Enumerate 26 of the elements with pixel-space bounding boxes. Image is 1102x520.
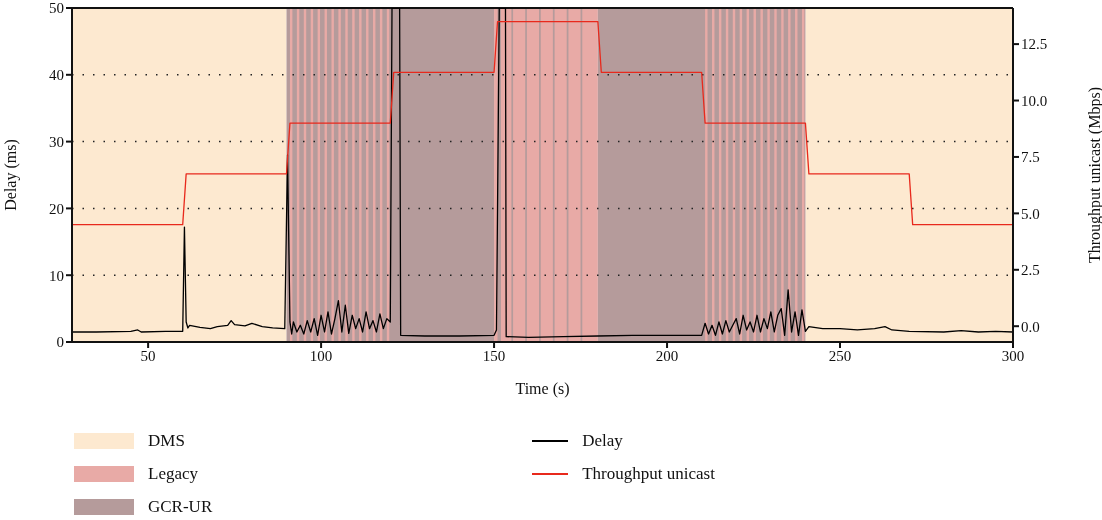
- x-tick-label: 250: [828, 347, 852, 364]
- legend-label: DMS: [148, 430, 185, 451]
- y-tick-label: 0: [56, 334, 64, 351]
- legend-label: Legacy: [148, 463, 199, 484]
- x-tick-label: 150: [482, 347, 506, 364]
- x-tick-label: 300: [1001, 347, 1025, 364]
- y-tick-label: 20: [49, 200, 64, 217]
- x-axis-title: Time (s): [515, 380, 570, 398]
- y2-tick-label: 2.5: [1021, 262, 1040, 279]
- legend-label: Delay: [582, 430, 623, 451]
- y2-tick-label: 10.0: [1021, 92, 1048, 109]
- legend-label: GCR-UR: [148, 496, 213, 517]
- legend-label: Throughput unicast: [582, 463, 715, 484]
- y-tick-label: 50: [49, 0, 64, 17]
- y-tick-label: 30: [49, 133, 64, 150]
- x-tick-label: 100: [309, 347, 333, 364]
- x-tick-label: 50: [140, 347, 156, 364]
- y-axis-title: Delay (ms): [1, 139, 20, 211]
- x-tick-label: 200: [655, 347, 679, 364]
- line-series: [72, 20, 1013, 226]
- y-tick-label: 40: [49, 67, 64, 84]
- y-tick-label: 10: [49, 267, 64, 284]
- y2-tick-label: 12.5: [1021, 36, 1048, 53]
- y2-tick-label: 7.5: [1021, 149, 1040, 166]
- y2-tick-label: 5.0: [1021, 205, 1040, 222]
- y2-tick-label: 0.0: [1021, 318, 1040, 335]
